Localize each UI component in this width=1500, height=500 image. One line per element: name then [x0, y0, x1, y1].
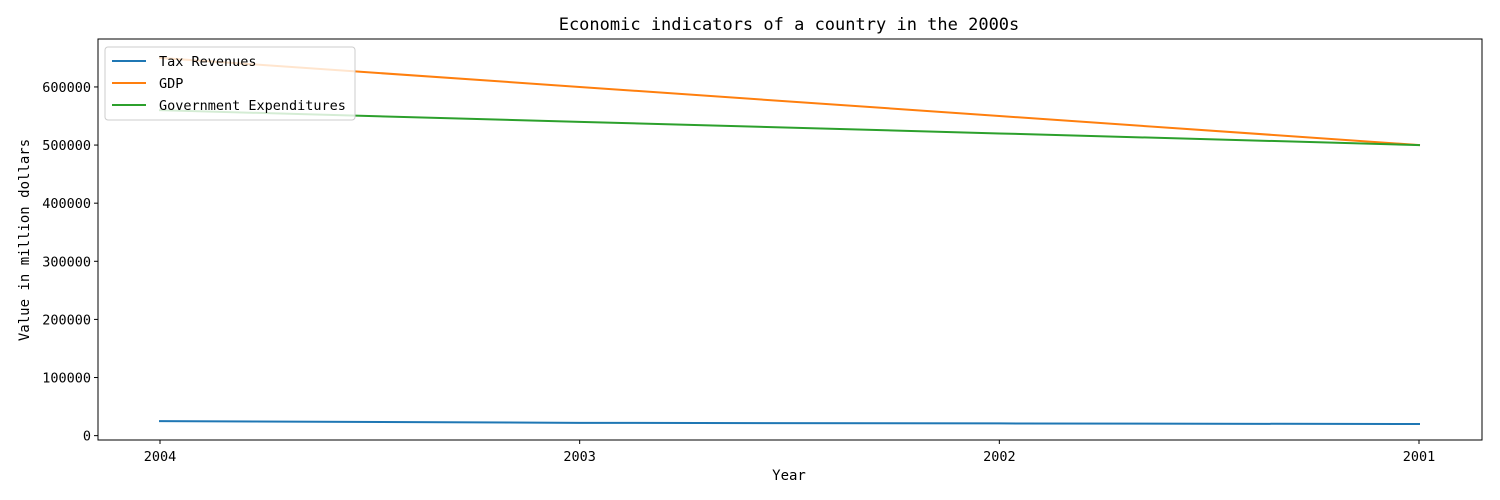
x-tick-label: 2001: [1403, 449, 1436, 465]
legend-label-government-expenditures: Government Expenditures: [159, 98, 346, 114]
y-tick-label: 200000: [42, 312, 91, 328]
x-tick-label: 2004: [144, 449, 177, 465]
series-line-tax-revenues: [158, 420, 1421, 426]
series-line-government-expenditures: [158, 109, 1421, 147]
x-axis-label: Year: [772, 468, 806, 484]
plot-area: [97, 38, 1483, 441]
legend-box: [104, 46, 356, 121]
y-tick-label: 400000: [42, 196, 91, 212]
series-line-gdp: [158, 56, 1421, 147]
x-tick-label: 2003: [563, 449, 596, 465]
y-tick-label: 600000: [42, 80, 91, 96]
x-tick-label: 2002: [983, 449, 1016, 465]
y-tick-label: 100000: [42, 371, 91, 387]
chart-title: Economic indicators of a country in the …: [559, 15, 1020, 35]
y-tick-label: 500000: [42, 138, 91, 154]
legend-label-tax-revenues: Tax Revenues: [159, 54, 257, 70]
series-lines: [158, 56, 1421, 426]
y-tick-label: 300000: [42, 254, 91, 270]
y-tick-label: 0: [83, 429, 91, 445]
legend: Tax Revenues GDP Government Expenditures: [104, 46, 356, 121]
y-axis-label: Value in million dollars: [17, 139, 33, 341]
x-axis: 2004 2003 2002 2001: [144, 440, 1436, 465]
y-axis: 0 100000 200000 300000 400000 500000 600000: [42, 80, 98, 445]
legend-label-gdp: GDP: [159, 76, 183, 92]
